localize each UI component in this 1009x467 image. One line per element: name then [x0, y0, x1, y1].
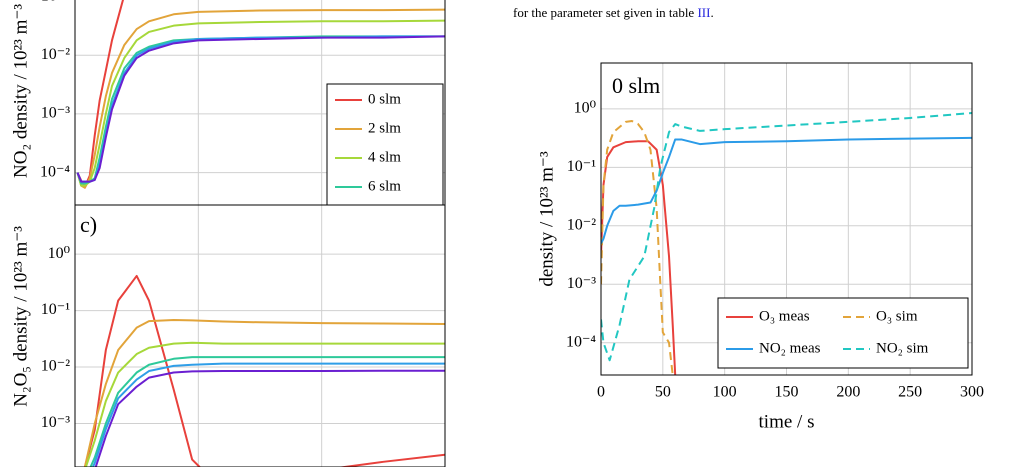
- chart: 10⁻⁴ 10⁻³ 10⁻² 10⁻¹ NO₂ density / 10²³ m⁻³ 0 …: [10, 0, 446, 264]
- y-tick-label: 10⁻³: [41, 414, 70, 431]
- y-tick-label: 10⁻²: [41, 358, 70, 375]
- x-tick-label: 300: [960, 384, 984, 401]
- plot-frame: [600, 62, 973, 376]
- y-tick-label: 10⁻²: [567, 216, 596, 233]
- legend-label: NO₂ sim: [876, 340, 929, 356]
- legend-label: O₃ sim: [876, 308, 918, 324]
- x-tick-label: 200: [836, 384, 860, 401]
- legend-box: [717, 297, 969, 369]
- series-line: [601, 112, 972, 362]
- y-tick-label: 10⁰: [48, 245, 70, 262]
- plot-frame: [74, 204, 446, 467]
- y-tick-label: 10⁻³: [567, 275, 596, 292]
- y-axis-label: NO₂ density / 10²³ m⁻³: [10, 4, 31, 178]
- legend: O₃ meas O₃ sim NO₂ meas NO₂ sim: [717, 297, 969, 369]
- x-tick-label: 50: [655, 384, 671, 401]
- series-line: [76, 35, 445, 183]
- y-axis-label: density / 10²³ m⁻³: [536, 151, 557, 287]
- chart: 10⁻³ 10⁻² 10⁻¹ 10⁰ c) N₂O₅ density / 10²³ m⁻³: [10, 204, 446, 467]
- chart: 10⁻⁴ 10⁻³ 10⁻² 10⁻¹ 10⁰ 0 50 100 150 200 250 300 0 s…: [536, 62, 984, 432]
- caption: for the parameter set given in table III…: [513, 5, 714, 20]
- x-tick-label: 250: [898, 384, 922, 401]
- y-tick-label: 10⁻³: [41, 105, 70, 122]
- caption-ref[interactable]: III: [697, 5, 710, 20]
- x-axis-label: time / s: [759, 411, 815, 432]
- series-line: [601, 136, 972, 244]
- series-line: [84, 341, 445, 467]
- y-tick-label: 10⁻²: [41, 46, 70, 63]
- y-tick-label: 10⁻¹: [41, 0, 70, 4]
- x-tick-label: 150: [775, 384, 799, 401]
- legend-label: 6 slm: [368, 178, 401, 194]
- y-tick-label: 10⁰: [574, 100, 596, 117]
- caption-text: for the parameter set given in table: [513, 5, 697, 20]
- series-line: [83, 319, 445, 467]
- series-line: [89, 356, 445, 467]
- plot-area: [83, 274, 445, 467]
- series-line: [601, 120, 674, 375]
- x-tick-label: 0: [597, 384, 605, 401]
- legend-label: 4 slm: [368, 149, 401, 165]
- y-tick-label: 10⁻¹: [567, 158, 596, 175]
- panel-title: 0 slm: [612, 73, 660, 98]
- plot-area: [76, 0, 445, 189]
- legend-label: O₃ meas: [759, 308, 810, 324]
- series-line: [91, 362, 445, 467]
- y-tick-label: 10⁻¹: [41, 301, 70, 318]
- x-tick-label: 100: [713, 384, 737, 401]
- y-axis-label: N₂O₅ density / 10²³ m⁻³: [10, 226, 31, 407]
- caption-end: .: [710, 5, 713, 20]
- panel-label: c): [80, 212, 97, 237]
- series-line: [94, 369, 445, 467]
- legend-label: 2 slm: [368, 120, 401, 136]
- plot-area: [601, 112, 972, 375]
- legend-label: 0 slm: [368, 91, 401, 107]
- y-tick-label: 10⁻⁴: [566, 333, 596, 350]
- legend-label: NO₂ meas: [759, 340, 821, 356]
- series-line: [83, 274, 445, 467]
- y-tick-label: 10⁻⁴: [40, 163, 70, 180]
